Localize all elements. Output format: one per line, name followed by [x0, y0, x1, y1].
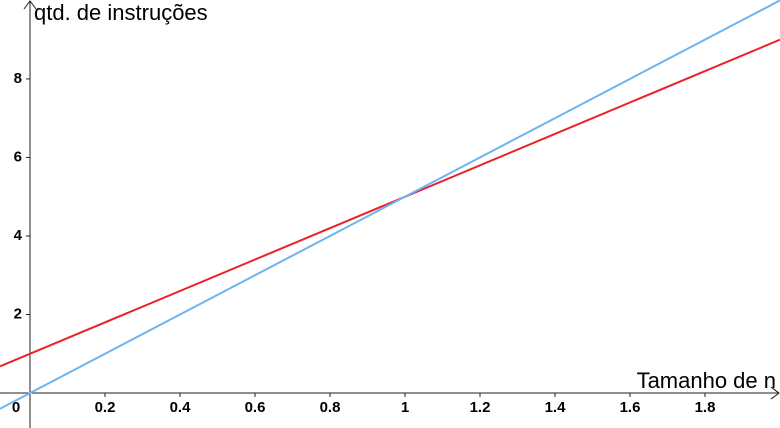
x-tick-label: 1 [401, 399, 409, 416]
y-tick-label: 8 [14, 70, 22, 87]
x-tick-label: 1.2 [470, 399, 491, 416]
y-tick-label: 6 [14, 148, 22, 165]
x-tick-label: 0.6 [245, 399, 266, 416]
y-tick-label: 2 [14, 305, 22, 322]
y-tick-label: 4 [14, 227, 23, 244]
x-axis-arrow [770, 386, 780, 400]
line-series [0, 0, 780, 410]
y-axis-arrow [23, 0, 37, 10]
x-tick-label: 0.2 [95, 399, 116, 416]
line-series [0, 38, 780, 368]
x-tick-label: 0.4 [170, 399, 192, 416]
x-tick-label: 1.6 [620, 399, 641, 416]
x-tick-label: 0 [12, 399, 20, 416]
x-axis-label: Tamanho de n [637, 368, 776, 393]
x-tick-label: 1.4 [545, 399, 567, 416]
x-tick-label: 0.8 [320, 399, 341, 416]
y-axis-label: qtd. de instruções [34, 0, 208, 25]
x-tick-label: 1.8 [695, 399, 716, 416]
